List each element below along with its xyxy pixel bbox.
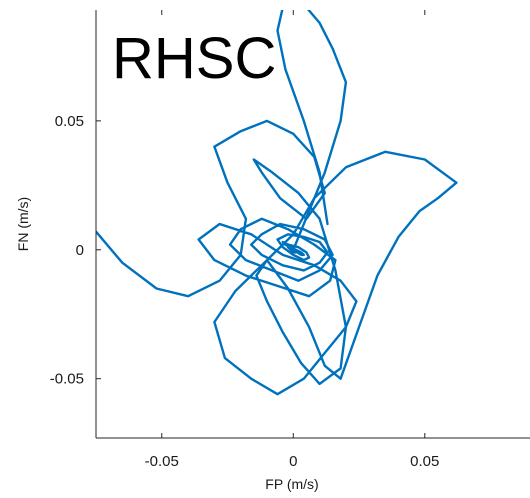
trajectory-series-0 bbox=[96, 119, 458, 396]
chart-title: RHSC bbox=[112, 26, 276, 91]
x-tick-label: -0.05 bbox=[145, 453, 179, 470]
plot-area: -0.05 0 0.05 0.05 0 -0.05 bbox=[50, 10, 530, 470]
y-tick-label: -0.05 bbox=[50, 371, 84, 388]
trajectory-series-1 bbox=[276, 10, 348, 251]
y-tick-label: 0.05 bbox=[55, 113, 84, 130]
trajectory-lines bbox=[96, 10, 458, 396]
y-axis-ticks: 0.05 0 -0.05 bbox=[50, 113, 101, 388]
x-axis-label: FP (m/s) bbox=[265, 476, 318, 492]
y-axis-label: FN (m/s) bbox=[15, 197, 31, 251]
x-tick-label: 0.05 bbox=[410, 453, 439, 470]
x-tick-label: 0 bbox=[289, 453, 297, 470]
y-tick-label: 0 bbox=[76, 242, 84, 259]
x-axis-ticks: -0.05 0 0.05 bbox=[145, 10, 439, 470]
